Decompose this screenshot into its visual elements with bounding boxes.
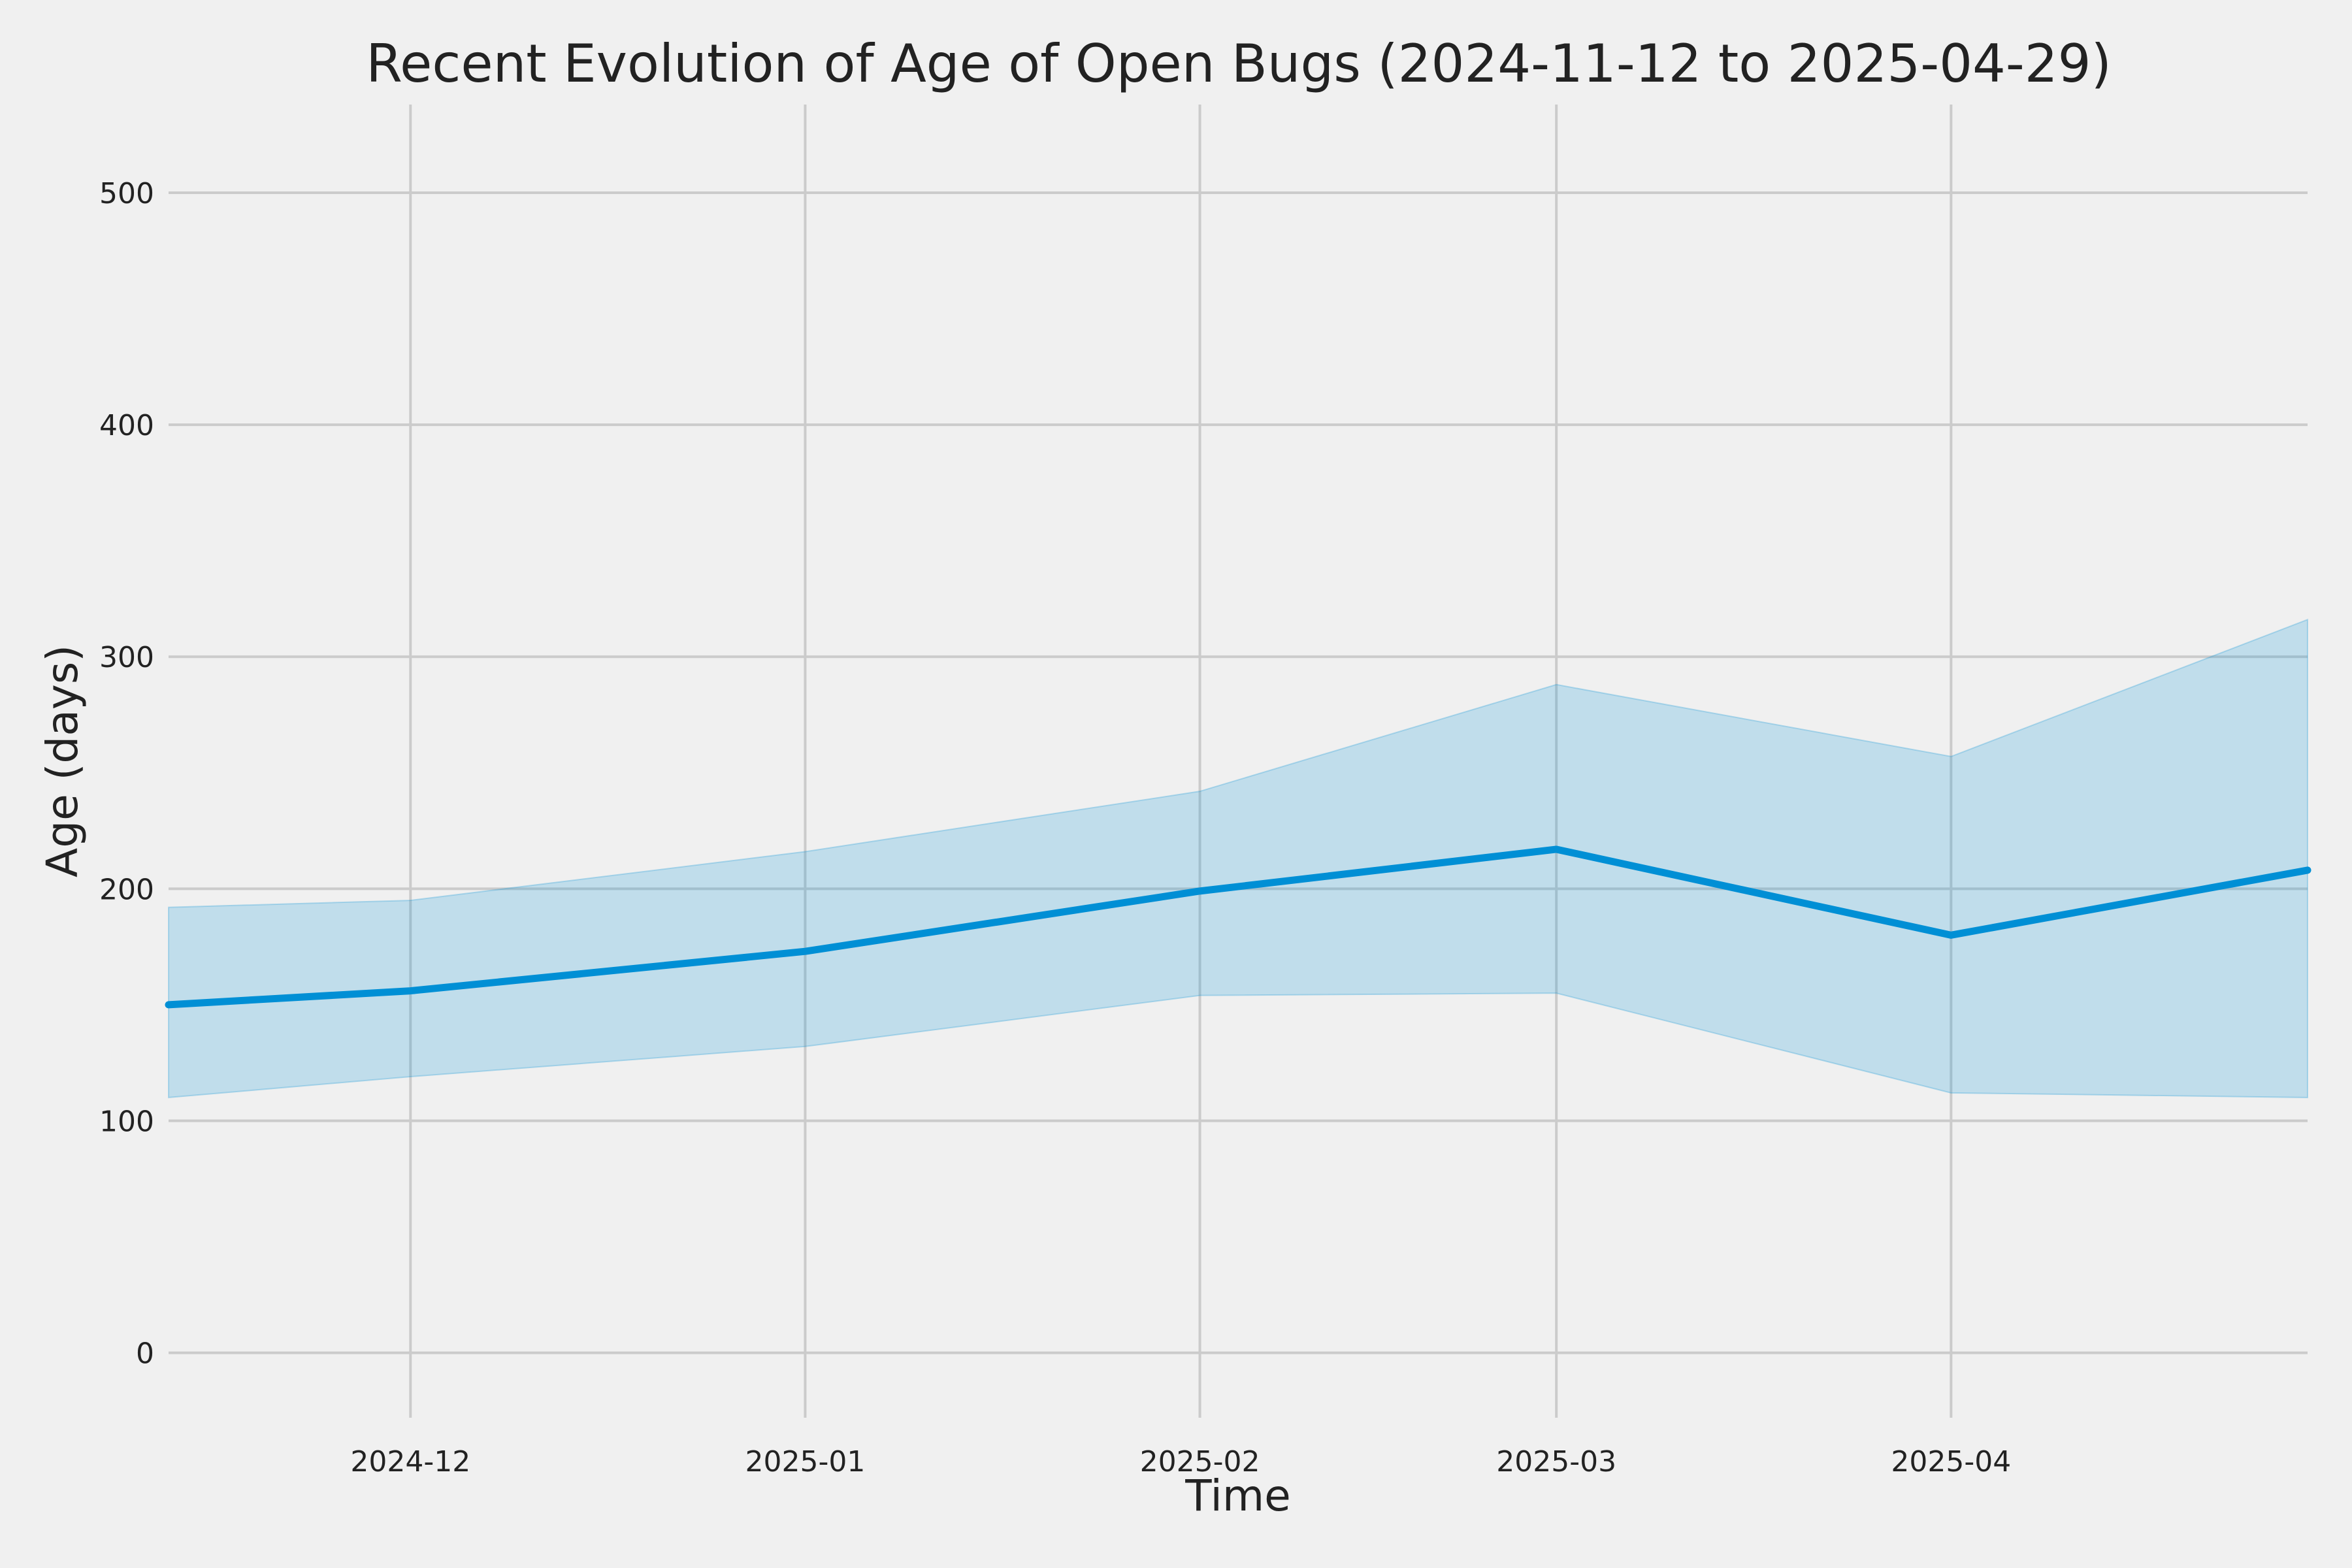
data-point [1553,845,1560,853]
y-tick-label: 100 [99,1105,154,1138]
data-point [165,1001,172,1008]
x-tick-label: 2024-12 [350,1445,470,1478]
data-point [802,948,809,955]
x-tick-label: 2025-01 [745,1445,865,1478]
y-tick-label: 500 [99,177,154,210]
x-gridlines [409,105,1953,1418]
y-tick-labels: 0 100 200 300 400 500 [99,177,154,1371]
y-tick-label: 200 [99,873,154,906]
x-axis-label: Time [1184,1471,1291,1521]
x-tick-label: 2025-03 [1496,1445,1616,1478]
x-tick-label: 2025-02 [1140,1445,1260,1478]
series-lines [165,845,2311,1009]
y-tick-label: 400 [99,409,154,442]
x-tick-labels: 2024-12 2025-01 2025-02 2025-03 2025-04 [350,1445,2011,1478]
chart-title: Recent Evolution of Age of Open Bugs (20… [366,33,2112,94]
confidence-band-area [168,618,2308,1099]
y-tick-label: 300 [99,641,154,674]
x-tick-label: 2025-04 [1891,1445,2011,1478]
y-tick-label: 0 [136,1337,154,1371]
confidence-band [168,618,2308,1099]
data-point [1196,887,1203,894]
data-point [1948,932,1955,939]
data-point [407,987,414,994]
data-point [2304,866,2311,874]
y-axis-label: Age (days) [37,645,88,877]
